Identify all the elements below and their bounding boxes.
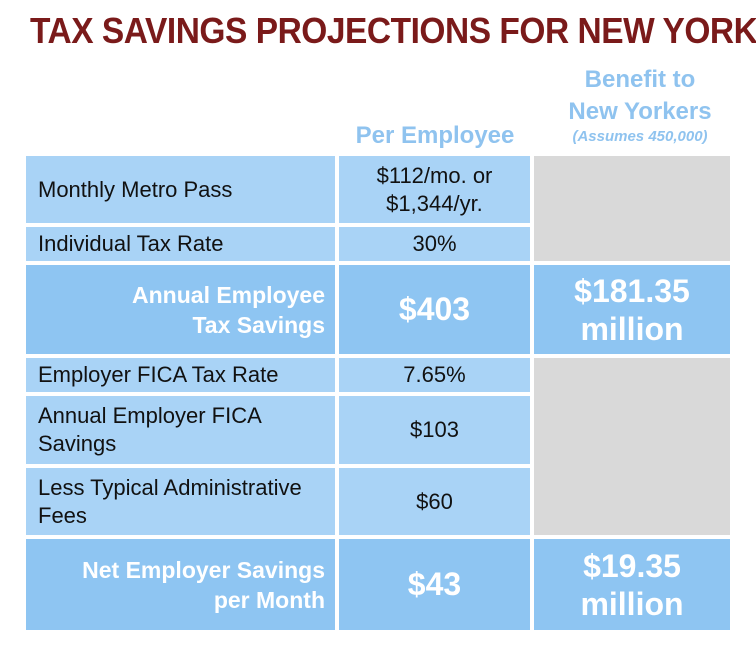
label-admin-fees: Less Typical Administrative Fees [26, 468, 335, 535]
value-tax-rate-text: 30% [412, 231, 457, 256]
value-metro-pass-text: $112/mo. or $1,344/yr. [377, 162, 493, 218]
value-employee-savings: $403 [339, 265, 530, 354]
header-benefit-note: (Assumes 450,000) [572, 128, 708, 145]
header-per-employee: Per Employee [355, 122, 515, 149]
label-tax-rate-text: Individual Tax Rate [38, 231, 224, 256]
value-fica-rate: 7.65% [339, 358, 530, 392]
label-metro-pass-text: Monthly Metro Pass [38, 176, 233, 202]
label-employee-savings: Annual Employee Tax Savings [26, 265, 335, 354]
value-net-savings: $43 [339, 539, 530, 630]
benefit-net-savings: $19.35 million [534, 539, 730, 630]
label-metro-pass: Monthly Metro Pass [26, 156, 335, 223]
value-fica-savings: $103 [339, 396, 530, 464]
header-benefit: Benefit to New Yorkers (Assumes 450,000) [540, 64, 740, 146]
label-admin-fees-line2: Fees [38, 502, 87, 528]
label-employee-savings-text: Annual Employee Tax Savings [132, 280, 325, 340]
value-metro-pass: $112/mo. or $1,344/yr. [339, 156, 530, 223]
benefit-empty-1 [534, 156, 730, 261]
label-fica-rate: Employer FICA Tax Rate [26, 358, 335, 392]
label-fica-savings-line1: Annual Employer FICA [38, 403, 262, 428]
value-admin-fees: $60 [339, 468, 530, 535]
label-fica-rate-text: Employer FICA Tax Rate [38, 362, 279, 387]
label-admin-fees-line1: Less Typical Administrative [38, 474, 302, 500]
value-fica-savings-text: $103 [410, 417, 459, 442]
page-title: TAX SAVINGS PROJECTIONS FOR NEW YORK [30, 10, 756, 51]
benefit-net-savings-line1: $19.35 [583, 547, 681, 584]
label-net-savings-line1: Net Employer Savings [82, 556, 325, 583]
benefit-empty-2 [534, 358, 730, 535]
label-net-savings: Net Employer Savings per Month [26, 539, 335, 630]
value-metro-pass-line1: $112/mo. or [376, 162, 493, 188]
label-employee-savings-line1: Annual Employee [132, 281, 325, 308]
value-employee-savings-text: $403 [398, 291, 471, 327]
value-admin-fees-text: $60 [416, 488, 453, 514]
benefit-employee-savings-line1: $181.35 [574, 272, 690, 309]
header-benefit-line1: Benefit to [584, 66, 696, 93]
benefit-net-savings-line2: million [580, 585, 684, 622]
label-employee-savings-line2: Tax Savings [192, 311, 325, 338]
value-tax-rate: 30% [339, 227, 530, 261]
label-net-savings-text: Net Employer Savings per Month [82, 555, 325, 615]
label-net-savings-line2: per Month [213, 586, 325, 613]
value-fica-rate-text: 7.65% [403, 362, 466, 387]
label-admin-fees-text: Less Typical Administrative Fees [38, 474, 302, 530]
label-tax-rate: Individual Tax Rate [26, 227, 335, 261]
label-fica-savings-line2: Savings [38, 431, 117, 456]
value-net-savings-text: $43 [407, 566, 462, 602]
label-fica-savings-text: Annual Employer FICA Savings [38, 402, 262, 458]
label-fica-savings: Annual Employer FICA Savings [26, 396, 335, 464]
benefit-employee-savings-line2: million [580, 310, 684, 347]
header-benefit-line2: New Yorkers [568, 98, 712, 125]
value-metro-pass-line2: $1,344/yr. [386, 190, 483, 216]
benefit-employee-savings: $181.35 million [534, 265, 730, 354]
